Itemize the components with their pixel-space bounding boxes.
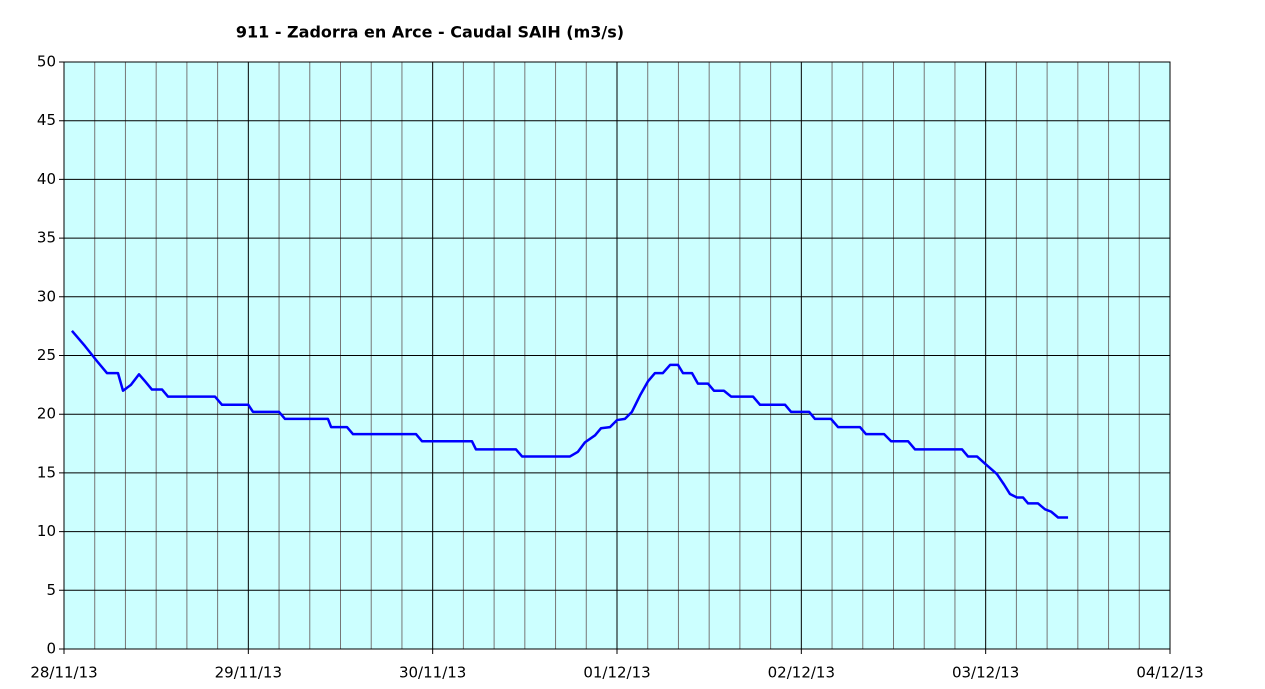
x-tick-label: 02/12/13	[768, 664, 835, 682]
x-tick-label: 29/11/13	[215, 664, 282, 682]
y-tick-label: 5	[46, 581, 56, 599]
y-tick-label: 40	[37, 170, 56, 188]
y-tick-label: 50	[37, 53, 56, 71]
data-line	[70, 330, 1069, 519]
chart-title: 911 - Zadorra en Arce - Caudal SAIH (m3/…	[236, 23, 624, 42]
x-tick-label: 28/11/13	[30, 664, 97, 682]
y-tick-label: 30	[37, 287, 56, 305]
y-tick-label: 25	[37, 346, 56, 364]
y-tick-label: 0	[46, 640, 56, 658]
x-tick-label: 03/12/13	[952, 664, 1019, 682]
x-tick-label: 01/12/13	[583, 664, 650, 682]
x-tick-label: 04/12/13	[1136, 664, 1203, 682]
y-tick-label: 10	[37, 522, 56, 540]
y-tick-label: 45	[37, 111, 56, 129]
y-tick-label: 15	[37, 463, 56, 481]
x-tick-label: 30/11/13	[399, 664, 466, 682]
y-tick-label: 20	[37, 405, 56, 423]
y-tick-label: 35	[37, 229, 56, 247]
